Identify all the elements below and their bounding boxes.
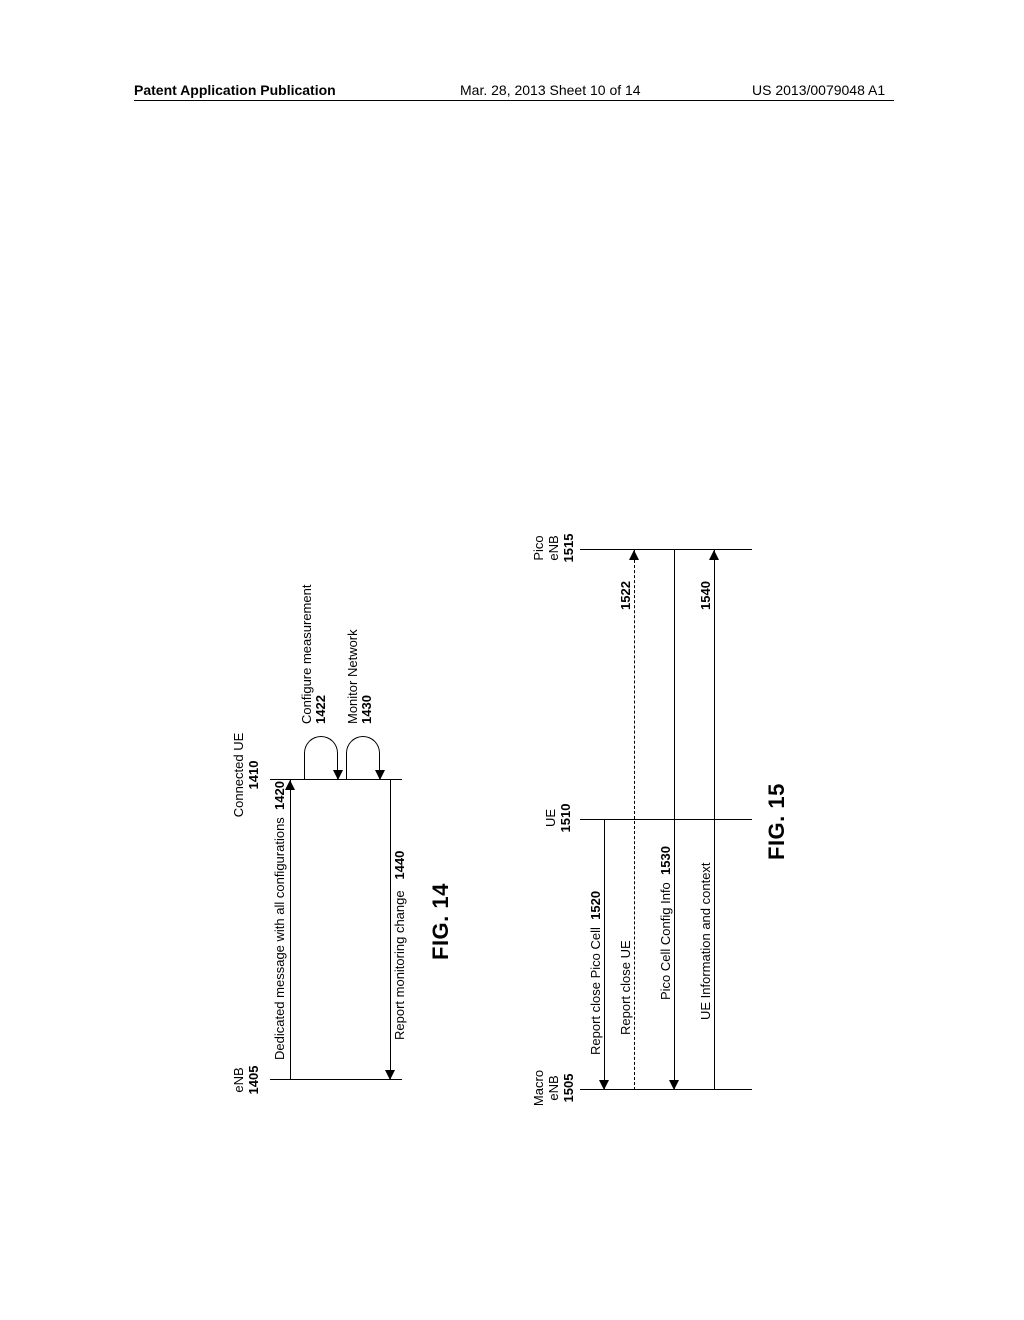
fig14-self-1422-label: Configure measurement 1422: [300, 585, 329, 724]
fig14-self-1430-ref: 1430: [359, 695, 374, 724]
header-publication: Patent Application Publication: [134, 82, 336, 98]
header-date-sheet: Mar. 28, 2013 Sheet 10 of 14: [460, 82, 641, 98]
fig14-msg-1440-arrow: [385, 1070, 395, 1080]
fig14-self-1422-ref: 1422: [313, 695, 328, 724]
fig15-caption: FIG. 15: [764, 783, 790, 860]
fig15-lifeline-ue: [580, 819, 752, 820]
fig14-self-1430-text: Monitor Network: [345, 629, 360, 724]
fig15-msg-1520-arrow: [599, 1080, 609, 1090]
fig15-msg-1520-text: Report close Pico Cell: [588, 927, 603, 1055]
fig15-msg-1530-text: Pico Cell Config Info: [658, 882, 673, 1000]
fig15-msg-1520-line: [604, 820, 605, 1090]
fig15-msg-1530-arrow: [669, 1080, 679, 1090]
fig14-self-1422-arrow: [333, 770, 343, 780]
fig15-msg-1540-text: UE Information and context: [698, 862, 713, 1020]
fig15-pico-l2: eNB: [546, 535, 561, 560]
fig15-msg-1540-arrow: [709, 550, 719, 560]
fig15-msg-1530-ref: 1530: [658, 846, 673, 875]
fig15-msg-1522-label: Report close UE: [618, 940, 633, 1035]
fig15-msg-1522-line: [634, 550, 635, 1090]
fig15-msg-1540-line: [714, 550, 715, 1090]
rotated-content: eNB 1405 Connected UE 1410 Dedicated mes…: [232, 370, 792, 1150]
fig14-self-1422-text: Configure measurement: [299, 585, 314, 724]
header-rule: [134, 100, 894, 101]
fig14-msg-1420-arrow: [285, 780, 295, 790]
fig15-actor-pico: Pico eNB 1515: [532, 524, 577, 572]
fig15-macro-l2: eNB: [546, 1075, 561, 1100]
fig14-enb-ref: 1405: [246, 1066, 261, 1095]
fig15-pico-ref: 1515: [561, 534, 576, 563]
fig15-msg-1520-label: Report close Pico Cell 1520: [588, 891, 603, 1055]
header-pubnumber: US 2013/0079048 A1: [752, 82, 885, 98]
figure-15: Macro eNB 1505 UE 1510 Pico eNB 1515 Rep…: [532, 370, 792, 1150]
fig14-msg-1440-text: Report monitoring change: [392, 890, 407, 1040]
fig15-msg-1522-text: Report close UE: [618, 940, 633, 1035]
fig14-ue-name: Connected UE: [231, 733, 246, 818]
fig14-caption: FIG. 14: [428, 883, 454, 960]
fig15-msg-1522-ref-label: 1522: [618, 581, 633, 610]
fig15-pico-l1: Pico: [531, 535, 546, 560]
fig15-msg-1530-line: [674, 550, 675, 1090]
fig14-enb-name: eNB: [231, 1067, 246, 1092]
fig15-ue-l1: UE: [543, 809, 558, 827]
fig15-msg-1540-label: UE Information and context: [698, 862, 713, 1020]
fig14-msg-1440-ref: 1440: [392, 851, 407, 880]
fig15-msg-1522-arrow: [629, 550, 639, 560]
fig14-self-1430-label: Monitor Network 1430: [346, 629, 375, 724]
fig14-msg-1420-text: Dedicated message with all configuration…: [272, 817, 287, 1060]
fig14-msg-1420-label: Dedicated message with all configuration…: [272, 781, 287, 1060]
fig15-msg-1522-ref: 1522: [618, 581, 633, 610]
fig15-msg-1540-ref: 1540: [698, 581, 713, 610]
fig15-msg-1520-ref: 1520: [588, 891, 603, 920]
fig14-actor-ue: Connected UE 1410: [232, 720, 262, 830]
fig15-macro-l1: Macro: [531, 1070, 546, 1106]
fig15-msg-1530-label: Pico Cell Config Info 1530: [658, 846, 673, 1000]
fig15-actor-ue: UE 1510: [544, 796, 574, 840]
fig14-msg-1440-label: Report monitoring change 1440: [392, 851, 407, 1040]
fig15-macro-ref: 1505: [561, 1074, 576, 1103]
fig14-msg-1440-line: [390, 780, 391, 1080]
fig15-lifeline-pico: [580, 549, 752, 550]
page-header: Patent Application Publication Mar. 28, …: [0, 82, 1024, 102]
fig14-self-1430-arrow: [375, 770, 385, 780]
fig15-msg-1540-ref-label: 1540: [698, 581, 713, 610]
fig15-actor-macro: Macro eNB 1505: [532, 1062, 577, 1114]
fig15-ue-ref: 1510: [558, 804, 573, 833]
fig14-msg-1420-line: [290, 780, 291, 1080]
diagram-zone: eNB 1405 Connected UE 1410 Dedicated mes…: [0, 160, 1024, 1160]
fig14-actor-enb: eNB 1405: [232, 1056, 262, 1104]
figure-14: eNB 1405 Connected UE 1410 Dedicated mes…: [232, 370, 462, 1150]
fig14-ue-ref: 1410: [246, 761, 261, 790]
